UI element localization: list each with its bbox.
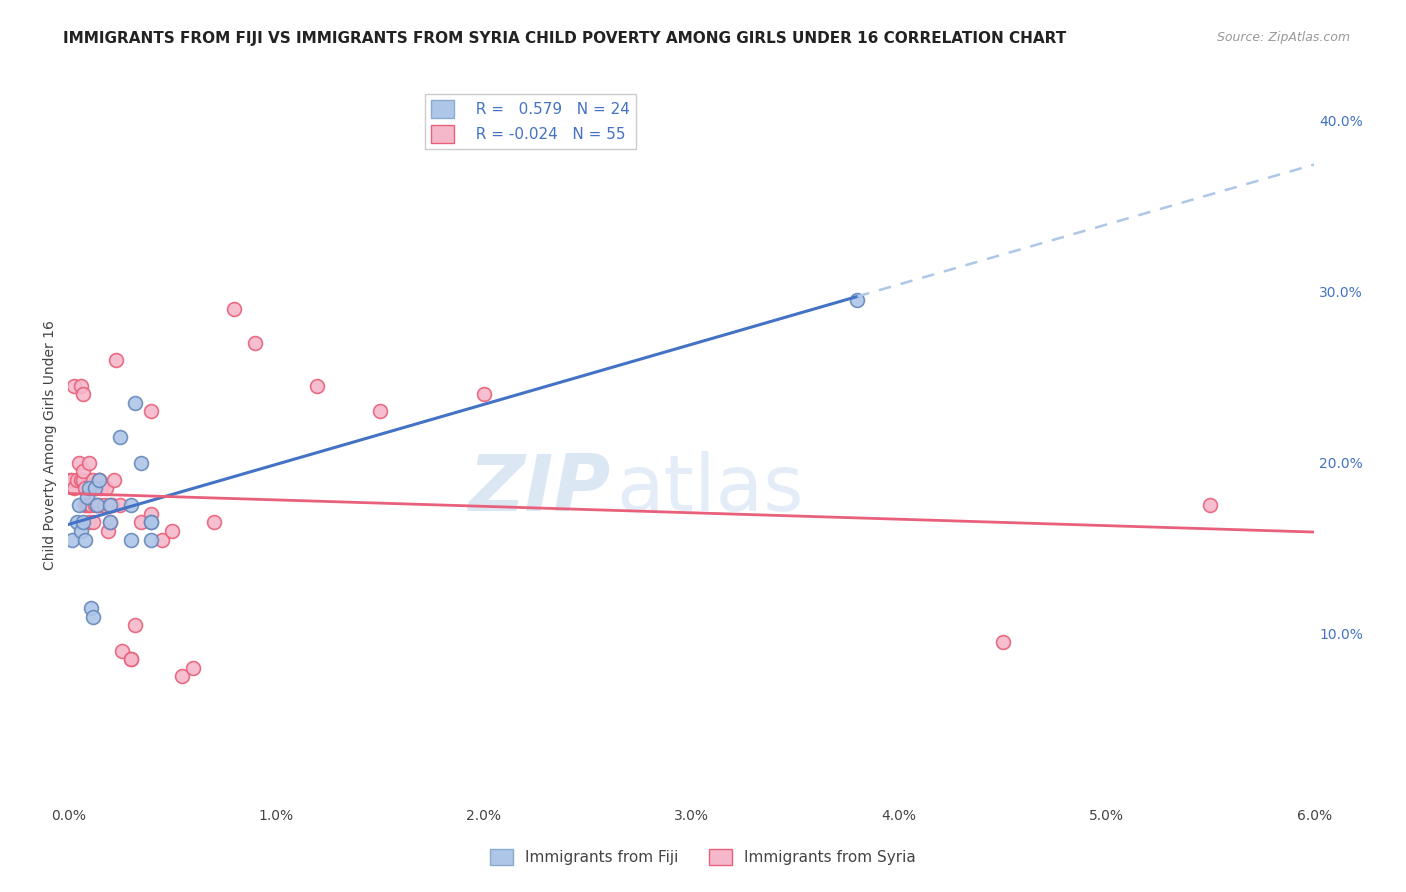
Point [59, 473, 82, 487]
Point [63, 481, 86, 495]
Point [94, 481, 117, 495]
Point [93, 499, 115, 513]
Point [82, 516, 104, 530]
Point [86, 499, 108, 513]
Point [67, 499, 90, 513]
Point [73, 499, 96, 513]
Point [65, 473, 87, 487]
Point [141, 516, 163, 530]
Point [82, 609, 104, 624]
Point [76, 499, 98, 513]
Point [1199, 499, 1222, 513]
Point [307, 378, 329, 392]
Point [101, 499, 124, 513]
Point [67, 456, 90, 470]
Point [60, 533, 83, 547]
Point [97, 524, 120, 538]
Point [141, 507, 163, 521]
Point [80, 601, 103, 615]
Point [243, 335, 266, 350]
Point [472, 387, 495, 401]
Point [82, 473, 104, 487]
Point [991, 635, 1014, 649]
Point [181, 661, 204, 675]
Point [63, 378, 86, 392]
Point [124, 395, 146, 409]
Point [202, 516, 225, 530]
Point [72, 516, 94, 530]
Point [129, 516, 152, 530]
Point [141, 533, 163, 547]
Text: ZIP: ZIP [468, 450, 610, 526]
Point [141, 404, 163, 418]
Point [129, 456, 152, 470]
Point [368, 404, 391, 418]
Point [86, 499, 108, 513]
Point [72, 387, 94, 401]
Text: IMMIGRANTS FROM FIJI VS IMMIGRANTS FROM SYRIA CHILD POVERTY AMONG GIRLS UNDER 16: IMMIGRANTS FROM FIJI VS IMMIGRANTS FROM … [63, 31, 1067, 46]
Point [77, 499, 100, 513]
Point [76, 490, 98, 504]
Point [84, 499, 107, 513]
Point [150, 533, 173, 547]
Point [104, 353, 127, 368]
Point [98, 516, 121, 530]
Point [72, 464, 94, 478]
Point [89, 473, 111, 487]
Point [160, 524, 183, 538]
Point [172, 669, 194, 683]
Point [84, 481, 107, 495]
Point [77, 516, 100, 530]
Point [77, 456, 100, 470]
Legend: Immigrants from Fiji, Immigrants from Syria: Immigrants from Fiji, Immigrants from Sy… [484, 843, 922, 871]
Point [120, 652, 142, 666]
Point [120, 499, 142, 513]
Point [98, 499, 121, 513]
Point [72, 473, 94, 487]
Point [846, 293, 869, 307]
Point [108, 430, 131, 444]
Point [98, 499, 121, 513]
Point [103, 473, 125, 487]
Point [89, 499, 111, 513]
Point [65, 516, 87, 530]
Point [73, 533, 96, 547]
Point [111, 643, 134, 657]
Point [73, 481, 96, 495]
Point [120, 533, 142, 547]
Point [80, 499, 103, 513]
Text: atlas: atlas [616, 450, 804, 526]
Legend:   R =   0.579   N = 24,   R = -0.024   N = 55: R = 0.579 N = 24, R = -0.024 N = 55 [425, 94, 636, 149]
Point [77, 481, 100, 495]
Point [141, 516, 163, 530]
Point [84, 481, 107, 495]
Point [89, 473, 111, 487]
Point [69, 524, 91, 538]
Point [69, 378, 91, 392]
Point [124, 618, 146, 632]
Point [69, 473, 91, 487]
Point [60, 473, 83, 487]
Point [224, 301, 246, 316]
Point [90, 481, 112, 495]
Text: Source: ZipAtlas.com: Source: ZipAtlas.com [1216, 31, 1350, 45]
Point [98, 516, 121, 530]
Point [120, 652, 142, 666]
Point [108, 499, 131, 513]
Point [89, 473, 111, 487]
Y-axis label: Child Poverty Among Girls Under 16: Child Poverty Among Girls Under 16 [44, 320, 58, 570]
